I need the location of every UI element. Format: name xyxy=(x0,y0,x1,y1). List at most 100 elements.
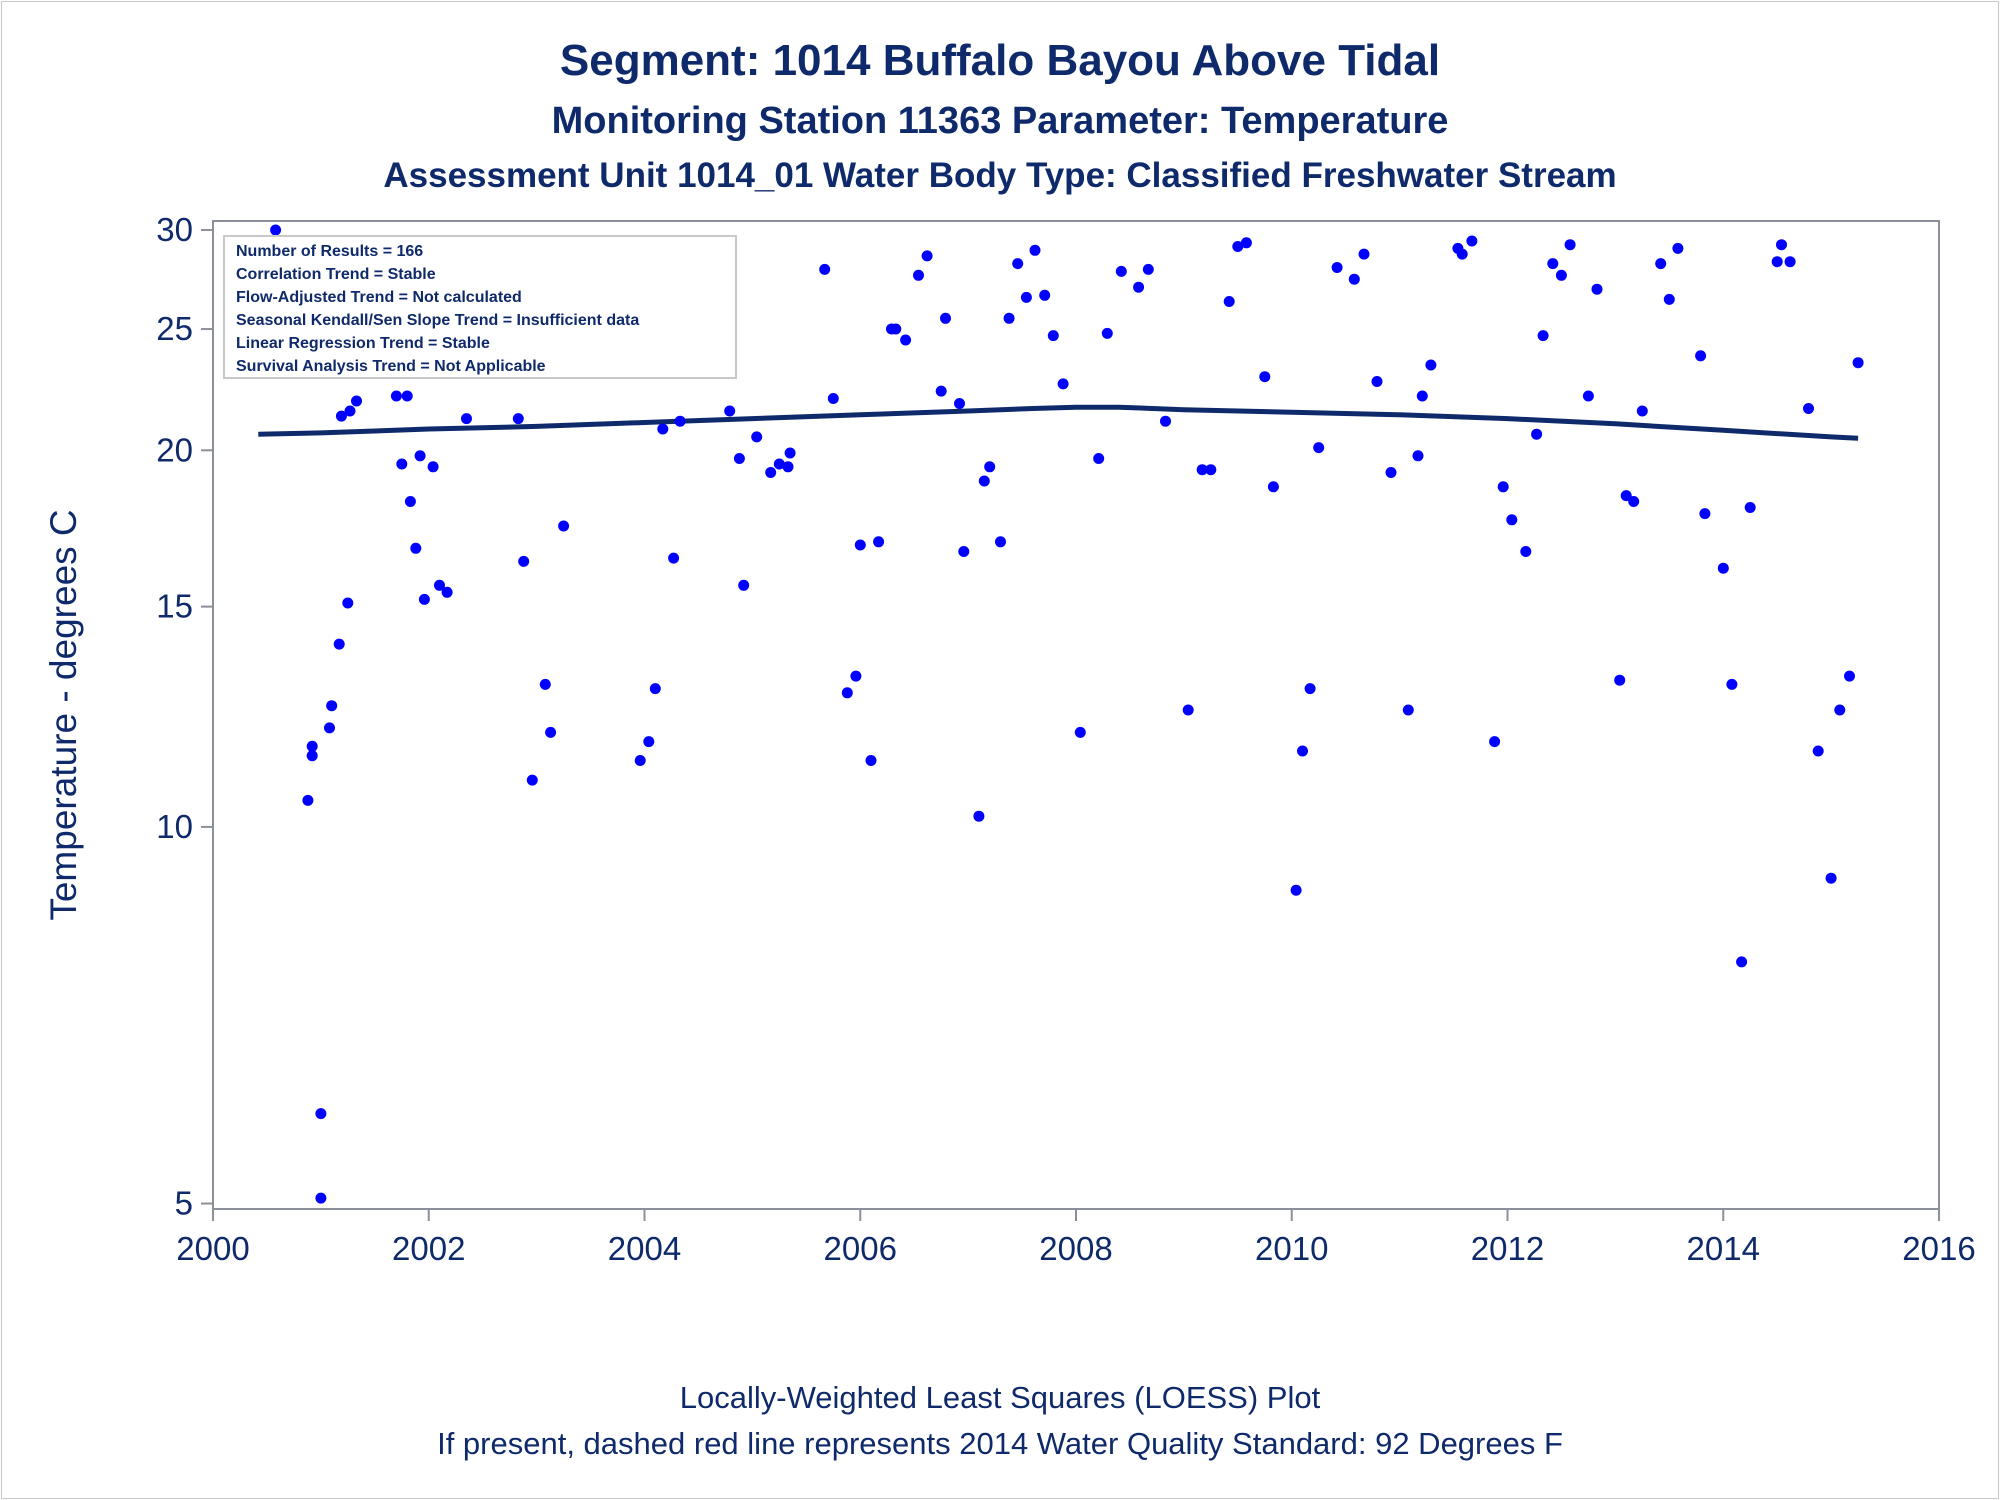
data-point-164 xyxy=(1852,357,1864,369)
data-point-109 xyxy=(1196,464,1208,476)
data-point-91 xyxy=(978,475,990,487)
data-point-110 xyxy=(1205,464,1217,476)
data-point-94 xyxy=(1003,312,1015,324)
loess-curve xyxy=(258,404,1859,441)
data-point-46 xyxy=(539,678,551,690)
chart-title: Segment: 1014 Buffalo Bayou Above Tidal xyxy=(559,36,1441,85)
data-point-18 xyxy=(342,597,354,609)
data-point-80 xyxy=(873,536,885,548)
data-point-9 xyxy=(302,794,314,806)
data-point-44 xyxy=(518,555,530,567)
data-point-142 xyxy=(1591,283,1603,295)
data-point-66 xyxy=(724,405,736,417)
data-point-157 xyxy=(1776,239,1787,251)
data-point-118 xyxy=(1304,683,1316,695)
data-point-69 xyxy=(751,431,763,443)
data-point-117 xyxy=(1297,745,1308,757)
data-point-131 xyxy=(1466,235,1478,247)
data-point-139 xyxy=(1555,269,1567,281)
data-point-59 xyxy=(657,423,669,435)
y-axis: 5 10 15 20 25 30 xyxy=(156,211,213,1222)
data-point-122 xyxy=(1358,248,1370,260)
data-point-154 xyxy=(1736,956,1748,968)
data-point-14 xyxy=(324,722,335,734)
data-point-33 xyxy=(418,593,430,605)
data-point-17 xyxy=(335,410,347,422)
data-point-20 xyxy=(351,395,362,407)
data-point-108 xyxy=(1182,704,1194,716)
data-point-67 xyxy=(733,453,745,464)
data-point-13 xyxy=(315,1192,327,1204)
data-point-73 xyxy=(784,447,796,459)
data-point-115 xyxy=(1267,481,1279,493)
stats-line-correlation: Correlation Trend = Stable xyxy=(236,266,436,283)
data-point-119 xyxy=(1313,442,1325,454)
data-point-100 xyxy=(1057,378,1069,390)
data-point-84 xyxy=(913,269,924,281)
stats-line-linear-regression: Linear Regression Trend = Stable xyxy=(236,335,490,352)
data-point-126 xyxy=(1412,450,1424,462)
data-point-138 xyxy=(1547,258,1559,270)
stats-line-survival: Survival Analysis Trend = Not Applicable xyxy=(236,358,546,375)
data-point-155 xyxy=(1744,502,1756,513)
x-tick-label-2014: 2014 xyxy=(1687,1230,1760,1267)
y-tick-label-15: 15 xyxy=(156,588,193,625)
data-point-78 xyxy=(854,539,866,551)
data-point-68 xyxy=(738,579,750,591)
data-point-158 xyxy=(1784,256,1796,268)
data-point-72 xyxy=(782,461,794,473)
data-point-128 xyxy=(1425,359,1437,371)
data-point-30 xyxy=(404,496,416,507)
data-point-105 xyxy=(1133,281,1145,293)
data-point-156 xyxy=(1771,256,1783,268)
data-point-125 xyxy=(1402,704,1414,716)
data-point-34 xyxy=(427,461,439,473)
chart-subtitle-station: Monitoring Station 11363 Parameter: Temp… xyxy=(551,100,1449,142)
data-point-102 xyxy=(1093,453,1105,464)
x-axis: 2000 2002 2004 2006 2008 2010 2012 2014 2016 xyxy=(176,1209,1976,1267)
data-point-74 xyxy=(819,263,831,275)
x-tick-label-2004: 2004 xyxy=(608,1230,681,1267)
data-point-56 xyxy=(634,755,646,766)
data-point-90 xyxy=(973,810,985,822)
x-tick-label-2012: 2012 xyxy=(1471,1230,1544,1267)
data-point-140 xyxy=(1564,239,1576,251)
data-point-106 xyxy=(1142,263,1154,275)
data-point-47 xyxy=(545,726,557,738)
data-point-93 xyxy=(995,536,1006,548)
data-point-31 xyxy=(410,542,422,554)
data-point-120 xyxy=(1331,262,1343,273)
data-point-141 xyxy=(1582,390,1594,402)
x-tick-label-2000: 2000 xyxy=(176,1230,249,1267)
data-point-2 xyxy=(270,224,282,236)
stats-box-border xyxy=(223,235,737,379)
x-tick-label-2002: 2002 xyxy=(392,1230,465,1267)
data-point-107 xyxy=(1160,415,1171,427)
data-point-29 xyxy=(401,390,413,402)
data-point-70 xyxy=(765,467,777,478)
data-point-43 xyxy=(512,413,524,425)
data-point-71 xyxy=(773,458,785,470)
data-point-85 xyxy=(921,250,933,262)
data-point-36 xyxy=(441,586,453,598)
data-point-103 xyxy=(1101,327,1113,339)
data-point-133 xyxy=(1497,481,1509,493)
data-point-144 xyxy=(1620,490,1632,502)
stats-line-seasonal-kendall: Seasonal Kendall/Sen Slope Trend = Insuf… xyxy=(236,312,639,329)
data-point-112 xyxy=(1232,241,1244,252)
data-point-45 xyxy=(526,774,538,786)
y-tick-label-10: 10 xyxy=(156,808,193,845)
x-tick-label-2006: 2006 xyxy=(824,1230,897,1267)
data-point-87 xyxy=(940,312,951,324)
data-point-134 xyxy=(1506,514,1518,526)
data-point-145 xyxy=(1628,496,1640,507)
x-tick-label-2010: 2010 xyxy=(1255,1230,1328,1267)
stats-line-flow-adjusted: Flow-Adjusted Trend = Not calculated xyxy=(236,289,522,306)
data-point-153 xyxy=(1726,678,1738,690)
chart-subtitle-assessment: Assessment Unit 1014_01 Water Body Type:… xyxy=(383,156,1617,195)
data-point-86 xyxy=(935,385,947,397)
data-point-12 xyxy=(315,1108,327,1120)
x-tick-label-2008: 2008 xyxy=(1039,1230,1112,1267)
data-point-123 xyxy=(1371,376,1383,387)
